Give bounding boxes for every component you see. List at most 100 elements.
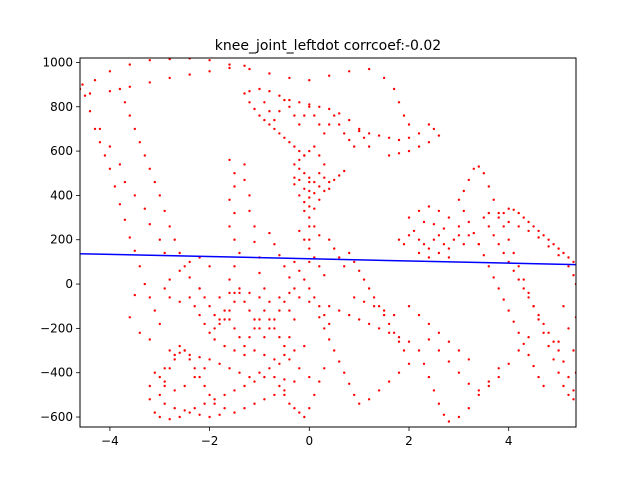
scatter-point [243,407,246,410]
scatter-point [148,398,151,401]
scatter-point [228,318,231,321]
scatter-point [258,114,261,117]
scatter-point [133,293,136,297]
scatter-point [133,127,136,131]
scatter-point [178,351,181,354]
scatter-point [318,316,321,319]
scatter-point [253,380,256,383]
scatter-point [308,260,311,264]
scatter-point [517,265,520,268]
scatter-point [328,123,331,126]
scatter-point [462,243,465,246]
scatter-point [173,238,176,241]
scatter-point [422,220,426,224]
scatter-point [248,194,251,197]
scatter-point [168,349,171,352]
scatter-point [457,415,461,419]
scatter-point [467,178,470,182]
scatter-point [248,90,251,93]
scatter-point [348,118,351,122]
scatter-point [567,256,570,259]
scatter-point [218,362,221,365]
scatter-point [308,176,311,179]
scatter-point [567,375,570,379]
scatter-point [522,287,525,290]
scatter-point [223,318,226,321]
scatter-point [527,336,530,339]
scatter-point [447,420,451,423]
scatter-point [178,344,181,348]
scatter-point [552,243,555,246]
chart-title: knee_joint_leftdot corrcoef:-0.02 [215,38,441,54]
scatter-point [308,189,311,193]
scatter-point [328,305,331,308]
scatter-point [268,72,271,75]
scatter-point [293,349,296,352]
scatter-point [238,336,241,339]
scatter-point [143,154,146,157]
scatter-point [482,254,485,257]
scatter-point [487,265,490,268]
scatter-point [432,223,436,226]
scatter-point [323,327,326,330]
scatter-point [288,309,291,312]
scatter-point [348,382,351,385]
scatter-point [188,353,191,357]
scatter-point [223,393,226,397]
scatter-point [198,287,201,290]
scatter-point [437,349,441,352]
scatter-point [407,216,411,219]
scatter-point [437,134,441,137]
scatter-point [248,291,251,295]
scatter-point [432,127,436,131]
x-tick-label: −2 [201,434,219,448]
scatter-point [213,402,216,405]
scatter-point [228,63,231,66]
scatter-point [338,360,341,363]
scatter-point [497,287,500,290]
scatter-point [502,225,505,228]
scatter-point [278,336,281,339]
scatter-point [183,409,186,412]
scatter-point [203,322,206,326]
scatter-point [323,176,326,179]
scatter-point [333,178,336,182]
y-tick-label: −400 [40,366,73,380]
scatter-point [367,145,371,148]
scatter-point [248,336,251,339]
scatter-point [168,418,171,421]
scatter-point [437,234,441,237]
scatter-point [258,87,261,91]
scatter-point [228,225,231,228]
scatter-point [93,79,97,82]
scatter-point [462,209,465,213]
scatter-point [392,313,396,317]
scatter-point [308,225,311,228]
scatter-point [328,238,331,241]
scatter-point [382,313,386,317]
scatter-point [318,305,321,308]
scatter-point [283,344,286,348]
y-tick-label: −200 [40,321,73,335]
scatter-point [248,101,251,104]
scatter-point [263,118,266,122]
scatter-point [382,76,386,80]
scatter-point [333,349,336,352]
scatter-point [303,154,306,157]
scatter-point [333,114,336,117]
scatter-point [338,123,341,126]
scatter-point [263,336,266,339]
scatter-point [467,234,470,237]
scatter-point [367,287,371,290]
scatter-point [188,296,191,299]
scatter-point [233,327,236,330]
scatter-point [397,371,401,374]
scatter-point [273,358,276,361]
scatter-point [417,145,421,148]
scatter-point [457,349,461,352]
scatter-point [298,123,301,126]
scatter-point [432,389,436,392]
scatter-point [258,371,261,374]
scatter-point [308,375,311,379]
